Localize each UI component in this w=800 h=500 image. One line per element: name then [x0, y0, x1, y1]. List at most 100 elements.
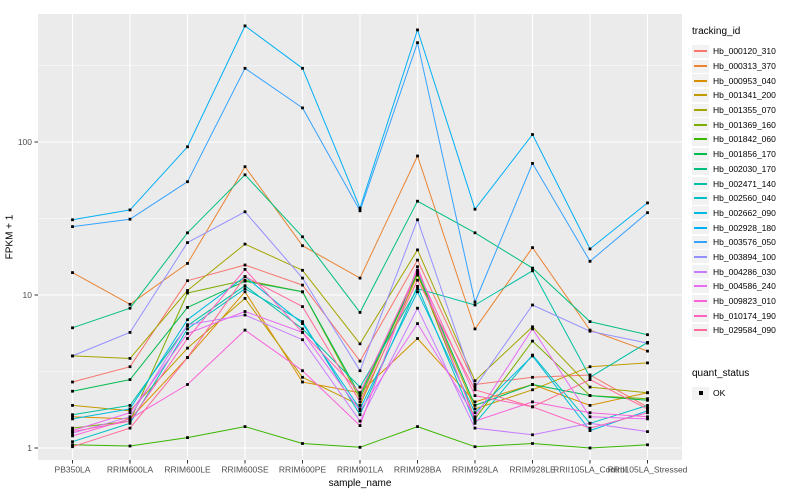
series-color-line: [694, 197, 707, 200]
data-point-marker: [186, 279, 189, 283]
legend-item: Hb_002471_140: [692, 176, 798, 191]
data-point-marker: [473, 379, 477, 383]
data-point-marker: [128, 208, 132, 212]
legend-item: Hb_000953_040: [692, 73, 798, 88]
legend-item: Hb_002928_180: [692, 220, 798, 235]
data-point-marker: [243, 242, 247, 246]
data-point-marker: [531, 327, 534, 331]
data-point-marker: [128, 302, 132, 306]
data-point-marker: [301, 283, 304, 287]
data-point-marker: [531, 246, 534, 249]
data-point-marker: [646, 391, 649, 395]
x-tick-label: RRIM928BA: [394, 465, 442, 475]
data-point-marker: [646, 333, 649, 337]
data-point-marker: [243, 425, 247, 428]
series-color-line: [694, 123, 707, 126]
data-point-marker: [128, 426, 132, 430]
data-point-marker: [416, 278, 419, 282]
data-point-marker: [588, 247, 592, 251]
series-color-line: [694, 50, 707, 53]
data-point-marker: [71, 404, 74, 407]
data-point-marker: [531, 400, 534, 404]
data-point-marker: [473, 407, 477, 411]
series-color-line-icon: [692, 88, 709, 102]
x-tick-label: RRIM600LA: [107, 465, 154, 475]
ok-point-icon: [692, 386, 709, 400]
data-point-marker: [128, 421, 132, 425]
series-color-line: [694, 329, 707, 332]
data-point-marker: [128, 357, 132, 360]
data-point-marker: [646, 443, 649, 447]
legend-item: Hb_001369_160: [692, 117, 798, 132]
data-point-marker: [531, 303, 534, 307]
legend-item-label: Hb_003894_100: [713, 251, 776, 262]
series-color-line-icon: [692, 59, 709, 73]
data-point-marker: [531, 354, 534, 358]
data-point-marker: [588, 373, 592, 377]
legend-item-label: Hb_001369_160: [713, 119, 776, 130]
x-tick-label: RRIM600PE: [279, 465, 327, 475]
data-point-marker: [301, 369, 304, 373]
x-tick-label: RRII105LA_Stressed: [608, 465, 688, 475]
data-point-marker: [358, 209, 362, 213]
data-point-marker: [71, 426, 74, 430]
data-point-marker: [588, 421, 592, 425]
data-point-marker: [186, 332, 189, 335]
data-point-marker: [531, 266, 534, 270]
data-point-marker: [588, 375, 592, 379]
data-point-marker: [186, 306, 189, 309]
data-point-marker: [186, 323, 189, 327]
series-color-line-icon: [692, 44, 709, 58]
data-point-marker: [531, 325, 534, 329]
data-point-marker: [358, 445, 362, 449]
data-point-marker: [531, 133, 534, 136]
series-color-line-icon: [692, 132, 709, 146]
data-point-marker: [301, 290, 304, 294]
legend-item-label: Hb_029584_090: [713, 325, 776, 336]
series-color-line-icon: [692, 147, 709, 161]
data-point-marker: [301, 322, 304, 325]
data-point-marker: [128, 411, 132, 415]
legend-title-tracking-id: tracking_id: [692, 26, 741, 37]
legend-item: Hb_004586_240: [692, 279, 798, 294]
data-point-marker: [646, 397, 649, 401]
data-point-marker: [301, 327, 304, 331]
legend-item-label: Hb_000313_370: [713, 61, 776, 72]
data-point-marker: [358, 206, 362, 210]
data-point-marker: [243, 287, 247, 291]
x-tick-label: RRIM928LE: [509, 465, 556, 475]
legend-item-label: Hb_000120_310: [713, 46, 776, 57]
data-point-marker: [416, 248, 419, 252]
series-color-line-icon: [692, 250, 709, 264]
legend-item-label: Hb_003576_050: [713, 237, 776, 248]
data-point-marker: [128, 331, 132, 334]
series-color-line-icon: [692, 118, 709, 132]
legend-item-label: Hb_002030_170: [713, 163, 776, 174]
legend-item: Hb_001355_070: [692, 103, 798, 118]
x-tick-label: RRIM600SE: [221, 465, 269, 475]
data-point-marker: [646, 415, 649, 419]
data-point-marker: [243, 66, 247, 70]
series-color-line: [694, 109, 707, 112]
data-point-marker: [531, 375, 534, 379]
data-point-marker: [243, 310, 247, 313]
legend-item-label: Hb_002560_040: [713, 193, 776, 204]
series-color-line: [694, 167, 707, 170]
series-color-line-icon: [692, 279, 709, 293]
legend-item: Hb_003576_050: [692, 235, 798, 250]
data-point-marker: [243, 297, 247, 300]
data-point-marker: [128, 404, 132, 407]
data-point-marker: [128, 444, 132, 448]
data-point-marker: [531, 405, 534, 409]
legend-item-label: Hb_002662_090: [713, 207, 776, 218]
legend-item-label: Hb_009823_010: [713, 296, 776, 307]
data-point-marker: [71, 430, 74, 433]
data-point-marker: [128, 409, 132, 413]
data-point-marker: [416, 258, 419, 262]
series-color-line: [694, 182, 707, 185]
data-point-marker: [416, 154, 419, 158]
y-tick-label: 10: [23, 290, 33, 300]
legend-item-label: Hb_002928_180: [713, 222, 776, 233]
data-point-marker: [358, 409, 362, 413]
